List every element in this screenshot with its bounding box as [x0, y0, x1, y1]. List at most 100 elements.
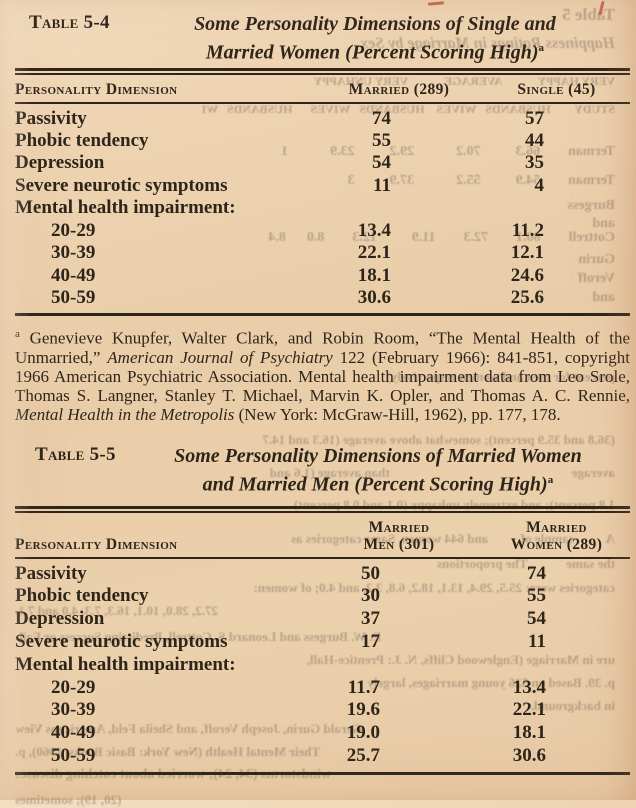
- table-row: Mental health impairment:: [15, 197, 630, 219]
- value-cell: 55: [372, 130, 391, 152]
- value-cell: 30: [361, 585, 380, 607]
- value-cell: 13.4: [357, 219, 391, 241]
- table-row: Phobic tendency 30 55: [15, 585, 630, 608]
- table-row: Passivity 74 57: [15, 103, 630, 130]
- table-row: Phobic tendency 55 44: [15, 130, 630, 152]
- value-cell: [483, 654, 630, 677]
- value-cell: [315, 654, 483, 677]
- value-cell: [315, 197, 483, 219]
- table54-footnote-marker: a: [538, 42, 544, 54]
- table54-body: Passivity 74 57 Phobic tendency 55 44 Depressi…: [15, 103, 630, 310]
- table55-footnote-marker: a: [547, 473, 554, 486]
- table-row: 30-39 19.6 22.1: [15, 699, 630, 722]
- value-cell: 11.7: [347, 676, 380, 698]
- table-row: Depression 54 35: [15, 152, 630, 174]
- table55-header-row: Personality Dimension Married Men (301) …: [15, 512, 630, 559]
- value-cell: [483, 197, 630, 219]
- table55-title: Some Personality Dimensions of Married W…: [126, 444, 630, 497]
- dimension-label: 50-59: [51, 286, 96, 308]
- table-row: 40-49 19.0 18.1: [15, 722, 630, 745]
- dimension-label: Severe neurotic symptoms: [15, 631, 228, 653]
- value-cell: 25.7: [346, 745, 380, 766]
- value-cell: 19.0: [346, 722, 380, 744]
- dimension-label: Passivity: [15, 562, 87, 584]
- table55-col-women-line2: Women (289): [510, 535, 603, 553]
- table-row: 50-59 25.7 30.6: [15, 745, 630, 768]
- dimension-label: 20-29: [51, 219, 96, 241]
- table54-title: Some Personality Dimensions of Single an…: [120, 12, 630, 65]
- dimension-label: 40-49: [51, 722, 96, 744]
- dimension-label: Severe neurotic symptoms: [15, 174, 228, 196]
- value-cell: 22.1: [357, 242, 391, 264]
- value-cell: 57: [525, 107, 544, 129]
- value-cell: 50: [361, 562, 380, 584]
- value-cell: 74: [372, 107, 391, 129]
- value-cell: 13.4: [512, 676, 546, 698]
- table54-col-married: Married (289): [315, 74, 483, 104]
- value-cell: 30.6: [512, 745, 546, 766]
- value-cell: 4: [534, 174, 545, 196]
- value-cell: 55: [527, 585, 546, 607]
- value-cell: 24.6: [510, 264, 544, 286]
- value-cell: 18.1: [512, 722, 546, 744]
- table55-col-married-women: Married Women (289): [483, 512, 630, 559]
- footnote-text: (New York: McGraw-Hill, 1962), pp. 177, …: [234, 404, 561, 424]
- value-cell: 18.1: [357, 264, 391, 286]
- dimension-label: 40-49: [51, 264, 96, 286]
- value-cell: 11: [528, 631, 546, 653]
- value-cell: 37: [361, 608, 380, 630]
- table55-title-line2: and Married Men (Percent Scoring High): [202, 473, 548, 496]
- footnote-text: Mental Health in the Metropolis: [15, 404, 235, 424]
- table55-body: Passivity 50 74 Phobic tendency 30 55 Depressi…: [15, 558, 630, 768]
- table54-top-rule: [15, 67, 630, 75]
- dimension-label: 30-39: [51, 242, 96, 264]
- table-row: Passivity 50 74: [15, 558, 630, 586]
- footnote-text: Genevieve Knupfer, Walter Clark, and Rob…: [15, 328, 630, 367]
- table55-bottom-rule: [15, 771, 630, 775]
- table55-caption: Table 5-5 Some Personality Dimensions of…: [15, 444, 630, 497]
- dimension-label: 20-29: [51, 676, 96, 698]
- dimension-label: Passivity: [15, 107, 87, 129]
- table54-title-line2: Married Women (Percent Scoring High): [205, 41, 539, 64]
- table54-title-line1: Some Personality Dimensions of Single an…: [194, 13, 556, 35]
- value-cell: 54: [372, 152, 391, 174]
- table54-bottom-rule: [15, 313, 630, 317]
- footnote-text: American Journal of Psychiatry: [107, 347, 333, 367]
- dimension-label: Mental health impairment:: [15, 653, 236, 675]
- footnote-citation: a Genevieve Knupfer, Walter Clark, and R…: [15, 325, 630, 424]
- footnote-marker: a: [15, 328, 20, 341]
- value-cell: 11.2: [511, 219, 544, 241]
- dimension-label: 50-59: [51, 745, 96, 766]
- table55-title-line1: Some Personality Dimensions of Married W…: [174, 444, 582, 467]
- table-row: Mental health impairment:: [15, 654, 630, 677]
- table-row: 30-39 22.1 12.1: [15, 242, 630, 264]
- value-cell: 74: [527, 562, 546, 584]
- value-cell: 12.1: [510, 242, 544, 264]
- value-cell: 11: [373, 174, 391, 196]
- dimension-label: Phobic tendency: [15, 585, 149, 607]
- dimension-label: Depression: [15, 608, 105, 630]
- page-content: Table 5-4 Some Personality Dimensions of…: [15, 0, 630, 775]
- table55-col-men-line2: Men (301): [363, 535, 435, 553]
- value-cell: 19.6: [346, 699, 380, 721]
- value-cell: 17: [361, 631, 380, 653]
- table55-col-women-line1: Married: [526, 518, 587, 536]
- table54-header-row: Personality Dimension Married (289) Sing…: [15, 74, 630, 104]
- table-5-5: Personality Dimension Married Men (301) …: [15, 512, 630, 768]
- value-cell: 54: [527, 608, 546, 630]
- table-row: 20-29 11.7 13.4: [15, 677, 630, 700]
- table54-caption: Table 5-4 Some Personality Dimensions of…: [15, 0, 630, 65]
- dimension-label: Mental health impairment:: [15, 197, 236, 219]
- value-cell: 30.6: [357, 286, 391, 308]
- table55-top-rule: [15, 505, 630, 513]
- table54-col-dimension: Personality Dimension: [15, 74, 315, 104]
- value-cell: 35: [525, 152, 544, 174]
- table-row: 40-49 18.1 24.6: [15, 265, 630, 287]
- table55-col-dimension: Personality Dimension: [15, 512, 315, 559]
- table54-label: Table 5-4: [29, 12, 110, 33]
- table-row: Severe neurotic symptoms 17 11: [15, 631, 630, 654]
- table-5-4: Personality Dimension Married (289) Sing…: [15, 74, 630, 310]
- value-cell: 44: [525, 130, 544, 152]
- dimension-label: Depression: [15, 152, 105, 174]
